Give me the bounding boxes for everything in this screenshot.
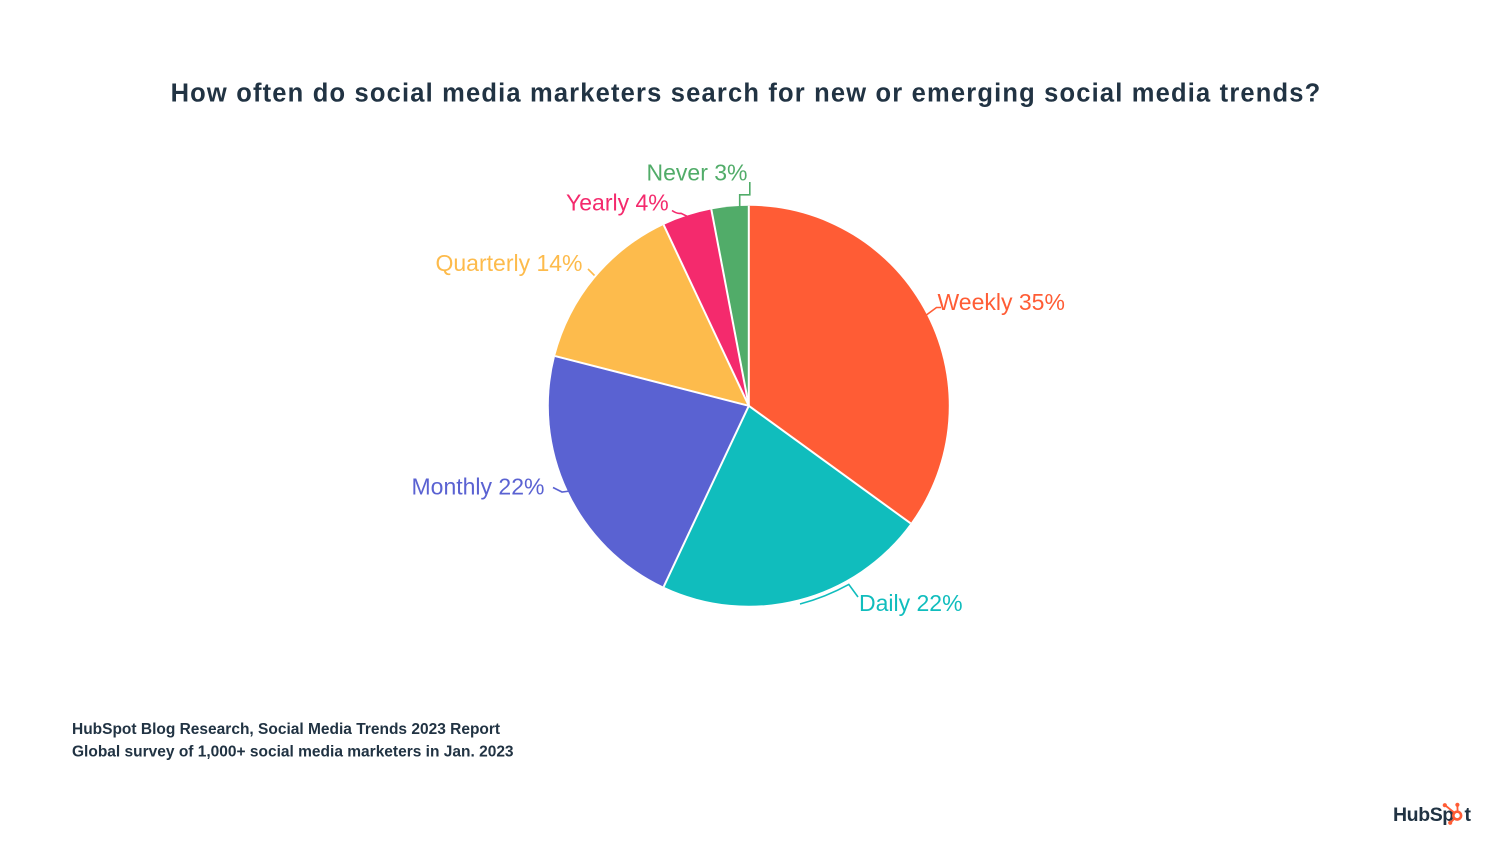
svg-text:Global survey of 1,000+ social: Global survey of 1,000+ social media mar… [72,744,514,761]
svg-text:HubSpot Blog Research, Social: HubSpot Blog Research, Social Media Tren… [72,721,500,738]
svg-text:Daily 22%: Daily 22% [859,590,963,616]
svg-text:Monthly 22%: Monthly 22% [412,474,545,500]
svg-text:How often do social media mark: How often do social media marketers sear… [171,80,1322,108]
svg-text:t: t [1465,804,1472,826]
svg-text:Yearly 4%: Yearly 4% [566,190,669,216]
svg-text:Weekly 35%: Weekly 35% [938,289,1065,315]
svg-text:Never 3%: Never 3% [647,160,748,186]
svg-text:HubSp: HubSp [1393,804,1454,826]
svg-text:Quarterly 14%: Quarterly 14% [436,250,583,276]
